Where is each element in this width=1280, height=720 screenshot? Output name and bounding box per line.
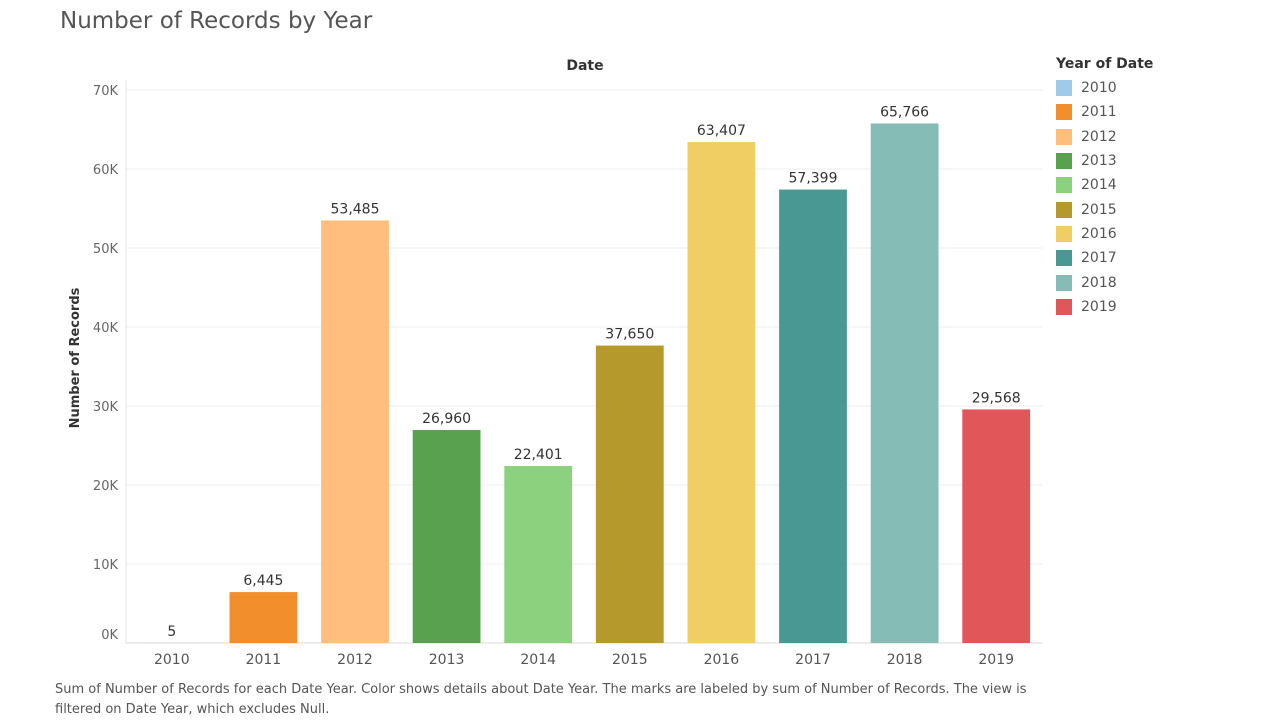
bar-value-label: 22,401 xyxy=(514,447,563,463)
legend: Year of Date 2010 2011 2012 2013 2014 2015 201… xyxy=(1056,56,1153,319)
legend-label: 2014 xyxy=(1081,177,1117,194)
legend-label: 2017 xyxy=(1081,250,1117,267)
legend-swatch xyxy=(1056,177,1072,194)
bar-value-label: 5 xyxy=(167,624,176,640)
legend-item[interactable]: 2019 xyxy=(1056,295,1153,319)
bar-chart: 0K 10K 20K 30K 40K 50K 60K 70K 2010 2011 2012 2013 2… xyxy=(68,58,1042,668)
legend-item[interactable]: 2011 xyxy=(1056,100,1153,124)
bar-2014[interactable] xyxy=(504,466,573,643)
x-tick-label: 2017 xyxy=(795,652,831,668)
legend-item[interactable]: 2016 xyxy=(1056,222,1153,246)
legend-swatch xyxy=(1056,128,1072,145)
legend-label: 2018 xyxy=(1081,274,1117,291)
x-tick-label: 2014 xyxy=(520,652,556,668)
bar-value-label: 29,568 xyxy=(972,390,1021,406)
x-tick-label: 2016 xyxy=(704,652,740,668)
y-tick-label: 30K xyxy=(93,400,119,415)
legend-swatch xyxy=(1056,153,1072,170)
y-axis-title: Number of Records xyxy=(68,287,83,428)
legend-swatch xyxy=(1056,298,1072,315)
legend-item[interactable]: 2013 xyxy=(1056,149,1153,173)
y-tick-label: 50K xyxy=(93,242,119,257)
x-tick-label: 2019 xyxy=(978,652,1014,668)
bar-2015[interactable] xyxy=(595,345,664,643)
bar-value-label: 65,766 xyxy=(880,104,929,120)
bar-value-label: 37,650 xyxy=(605,327,654,343)
legend-item[interactable]: 2017 xyxy=(1056,246,1153,270)
bar-value-label: 26,960 xyxy=(422,411,471,427)
bar-value-label: 6,445 xyxy=(243,573,283,589)
axes: 0K 10K 20K 30K 40K 50K 60K 70K 2010 2011 2012 2013 2… xyxy=(93,80,1042,668)
legend-label: 2013 xyxy=(1081,153,1117,170)
x-tick-label: 2015 xyxy=(612,652,648,668)
bar-2013[interactable] xyxy=(412,430,481,643)
legend-swatch xyxy=(1056,274,1072,291)
y-tick-label: 60K xyxy=(93,163,119,178)
x-tick-label: 2013 xyxy=(429,652,465,668)
legend-item[interactable]: 2012 xyxy=(1056,125,1153,149)
x-tick-label: 2011 xyxy=(246,652,282,668)
legend-label: 2016 xyxy=(1081,225,1117,242)
legend-item[interactable]: 2014 xyxy=(1056,173,1153,197)
bar-2017[interactable] xyxy=(779,189,847,643)
legend-label: 2012 xyxy=(1081,128,1117,145)
legend-swatch xyxy=(1056,250,1072,267)
x-axis-title: Date xyxy=(566,58,603,74)
chart-caption: Sum of Number of Records for each Date Y… xyxy=(55,682,1027,717)
y-tick-label: 10K xyxy=(93,558,119,573)
legend-item[interactable]: 2015 xyxy=(1056,197,1153,221)
legend-label: 2011 xyxy=(1081,104,1117,121)
bar-2018[interactable] xyxy=(870,123,939,643)
bars xyxy=(137,123,1031,643)
legend-label: 2015 xyxy=(1081,201,1117,218)
legend-items: 2010 2011 2012 2013 2014 2015 2016 2017 2018 2019 xyxy=(1056,76,1153,319)
chart-title: Number of Records by Year xyxy=(60,8,373,34)
x-tick-label: 2018 xyxy=(887,652,923,668)
legend-item[interactable]: 2018 xyxy=(1056,270,1153,294)
legend-swatch xyxy=(1056,225,1072,242)
legend-swatch xyxy=(1056,104,1072,121)
y-tick-label: 20K xyxy=(93,479,119,494)
bar-2019[interactable] xyxy=(962,409,1031,643)
bar-value-label: 63,407 xyxy=(697,123,746,139)
bar-2016[interactable] xyxy=(687,142,756,643)
bar-2011[interactable] xyxy=(229,592,298,643)
legend-swatch xyxy=(1056,80,1072,97)
bar-2012[interactable] xyxy=(321,220,389,643)
x-tick-label: 2012 xyxy=(337,652,373,668)
y-tick-label: 40K xyxy=(93,321,119,336)
y-tick-label: 70K xyxy=(93,84,119,99)
x-tick-label: 2010 xyxy=(154,652,190,668)
legend-label: 2019 xyxy=(1081,298,1117,315)
bar-labels: 5 6,445 53,485 26,960 22,401 37,650 63,407 57,3… xyxy=(167,104,1020,640)
bar-value-label: 57,399 xyxy=(789,171,838,187)
legend-item[interactable]: 2010 xyxy=(1056,76,1153,100)
y-tick-label: 0K xyxy=(101,628,118,643)
legend-swatch xyxy=(1056,201,1072,218)
bar-value-label: 53,485 xyxy=(331,201,380,217)
legend-title: Year of Date xyxy=(1056,56,1154,72)
legend-label: 2010 xyxy=(1081,80,1117,97)
